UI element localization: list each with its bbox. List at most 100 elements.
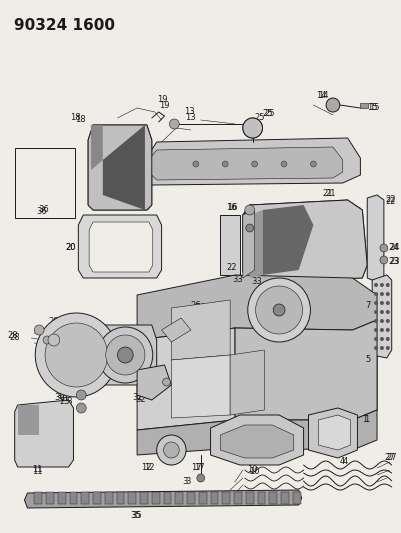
Text: 4: 4 bbox=[340, 457, 345, 466]
Polygon shape bbox=[137, 328, 235, 430]
Text: 3: 3 bbox=[186, 478, 191, 487]
Text: 12: 12 bbox=[144, 464, 155, 472]
Text: 19: 19 bbox=[157, 95, 167, 104]
Bar bbox=[128, 492, 136, 504]
Text: 17: 17 bbox=[194, 464, 205, 472]
Text: 34: 34 bbox=[296, 316, 306, 325]
Text: 15: 15 bbox=[369, 103, 380, 112]
Text: 15: 15 bbox=[127, 167, 137, 176]
Text: 23: 23 bbox=[389, 257, 399, 266]
Polygon shape bbox=[262, 205, 313, 275]
Bar bbox=[257, 492, 265, 504]
Bar bbox=[69, 492, 77, 504]
Text: 10: 10 bbox=[249, 467, 260, 477]
Circle shape bbox=[380, 328, 384, 332]
Polygon shape bbox=[171, 355, 230, 418]
Circle shape bbox=[35, 313, 117, 397]
Text: 90324 1600: 90324 1600 bbox=[14, 18, 115, 33]
Bar bbox=[81, 492, 89, 504]
Text: 2: 2 bbox=[129, 157, 134, 166]
Text: 36: 36 bbox=[38, 206, 49, 214]
Circle shape bbox=[374, 283, 378, 287]
Polygon shape bbox=[39, 325, 157, 385]
Text: 9: 9 bbox=[194, 321, 199, 330]
Circle shape bbox=[169, 119, 179, 129]
Polygon shape bbox=[91, 125, 103, 170]
Text: 20: 20 bbox=[66, 244, 76, 253]
Text: 13: 13 bbox=[185, 114, 196, 123]
Circle shape bbox=[374, 292, 378, 296]
Circle shape bbox=[222, 161, 228, 167]
Polygon shape bbox=[372, 275, 392, 358]
Circle shape bbox=[248, 278, 310, 342]
Bar bbox=[187, 492, 195, 504]
Polygon shape bbox=[103, 125, 145, 210]
Polygon shape bbox=[24, 490, 302, 508]
Text: 3: 3 bbox=[182, 478, 188, 487]
Circle shape bbox=[310, 161, 316, 167]
Circle shape bbox=[76, 403, 86, 413]
Text: 27: 27 bbox=[385, 453, 395, 462]
Circle shape bbox=[386, 292, 390, 296]
Text: 35: 35 bbox=[132, 511, 142, 520]
Polygon shape bbox=[235, 320, 377, 420]
Text: 25: 25 bbox=[262, 109, 273, 117]
Circle shape bbox=[380, 256, 388, 264]
Text: 8: 8 bbox=[243, 215, 248, 224]
Text: 28: 28 bbox=[9, 334, 20, 343]
Text: 33: 33 bbox=[251, 278, 262, 287]
Text: 16: 16 bbox=[227, 204, 237, 213]
Text: 15: 15 bbox=[367, 102, 378, 111]
Text: 8: 8 bbox=[243, 214, 248, 222]
Text: 22: 22 bbox=[386, 196, 396, 205]
Bar bbox=[46, 492, 54, 504]
Text: 16: 16 bbox=[227, 204, 238, 213]
Circle shape bbox=[374, 346, 378, 350]
Text: 4: 4 bbox=[342, 457, 348, 466]
Polygon shape bbox=[243, 210, 255, 278]
Polygon shape bbox=[137, 275, 377, 340]
Bar bbox=[175, 492, 183, 504]
Bar bbox=[164, 492, 171, 504]
Circle shape bbox=[76, 390, 86, 400]
Text: 13: 13 bbox=[184, 108, 194, 117]
Polygon shape bbox=[15, 400, 73, 467]
Text: 21: 21 bbox=[322, 190, 333, 198]
Text: 34: 34 bbox=[296, 313, 306, 322]
Circle shape bbox=[98, 327, 153, 383]
Polygon shape bbox=[162, 318, 191, 342]
Circle shape bbox=[273, 304, 285, 316]
Text: 23: 23 bbox=[63, 398, 73, 407]
Circle shape bbox=[326, 98, 340, 112]
Text: 5: 5 bbox=[365, 358, 370, 367]
Circle shape bbox=[374, 337, 378, 341]
Text: 18: 18 bbox=[70, 114, 80, 123]
Bar bbox=[222, 492, 230, 504]
Text: 29: 29 bbox=[49, 318, 59, 327]
Circle shape bbox=[162, 378, 170, 386]
Text: 35: 35 bbox=[130, 511, 140, 520]
Bar bbox=[234, 492, 242, 504]
Circle shape bbox=[243, 118, 262, 138]
Circle shape bbox=[374, 310, 378, 314]
Bar bbox=[105, 492, 113, 504]
Bar bbox=[220, 215, 240, 275]
Circle shape bbox=[374, 301, 378, 305]
Text: 22: 22 bbox=[227, 263, 237, 272]
Bar bbox=[211, 492, 219, 504]
Text: 28: 28 bbox=[7, 330, 18, 340]
Text: 14: 14 bbox=[316, 91, 326, 100]
Text: 12: 12 bbox=[141, 464, 152, 472]
Text: 37: 37 bbox=[141, 384, 152, 392]
Text: 6: 6 bbox=[215, 316, 220, 325]
Text: 32: 32 bbox=[135, 395, 146, 405]
Text: 7: 7 bbox=[365, 301, 370, 310]
Circle shape bbox=[243, 118, 262, 138]
Circle shape bbox=[386, 337, 390, 341]
Text: 6: 6 bbox=[211, 313, 216, 322]
Circle shape bbox=[380, 301, 384, 305]
Text: 23: 23 bbox=[390, 257, 400, 266]
Circle shape bbox=[386, 346, 390, 350]
Polygon shape bbox=[243, 200, 367, 282]
Circle shape bbox=[374, 328, 378, 332]
